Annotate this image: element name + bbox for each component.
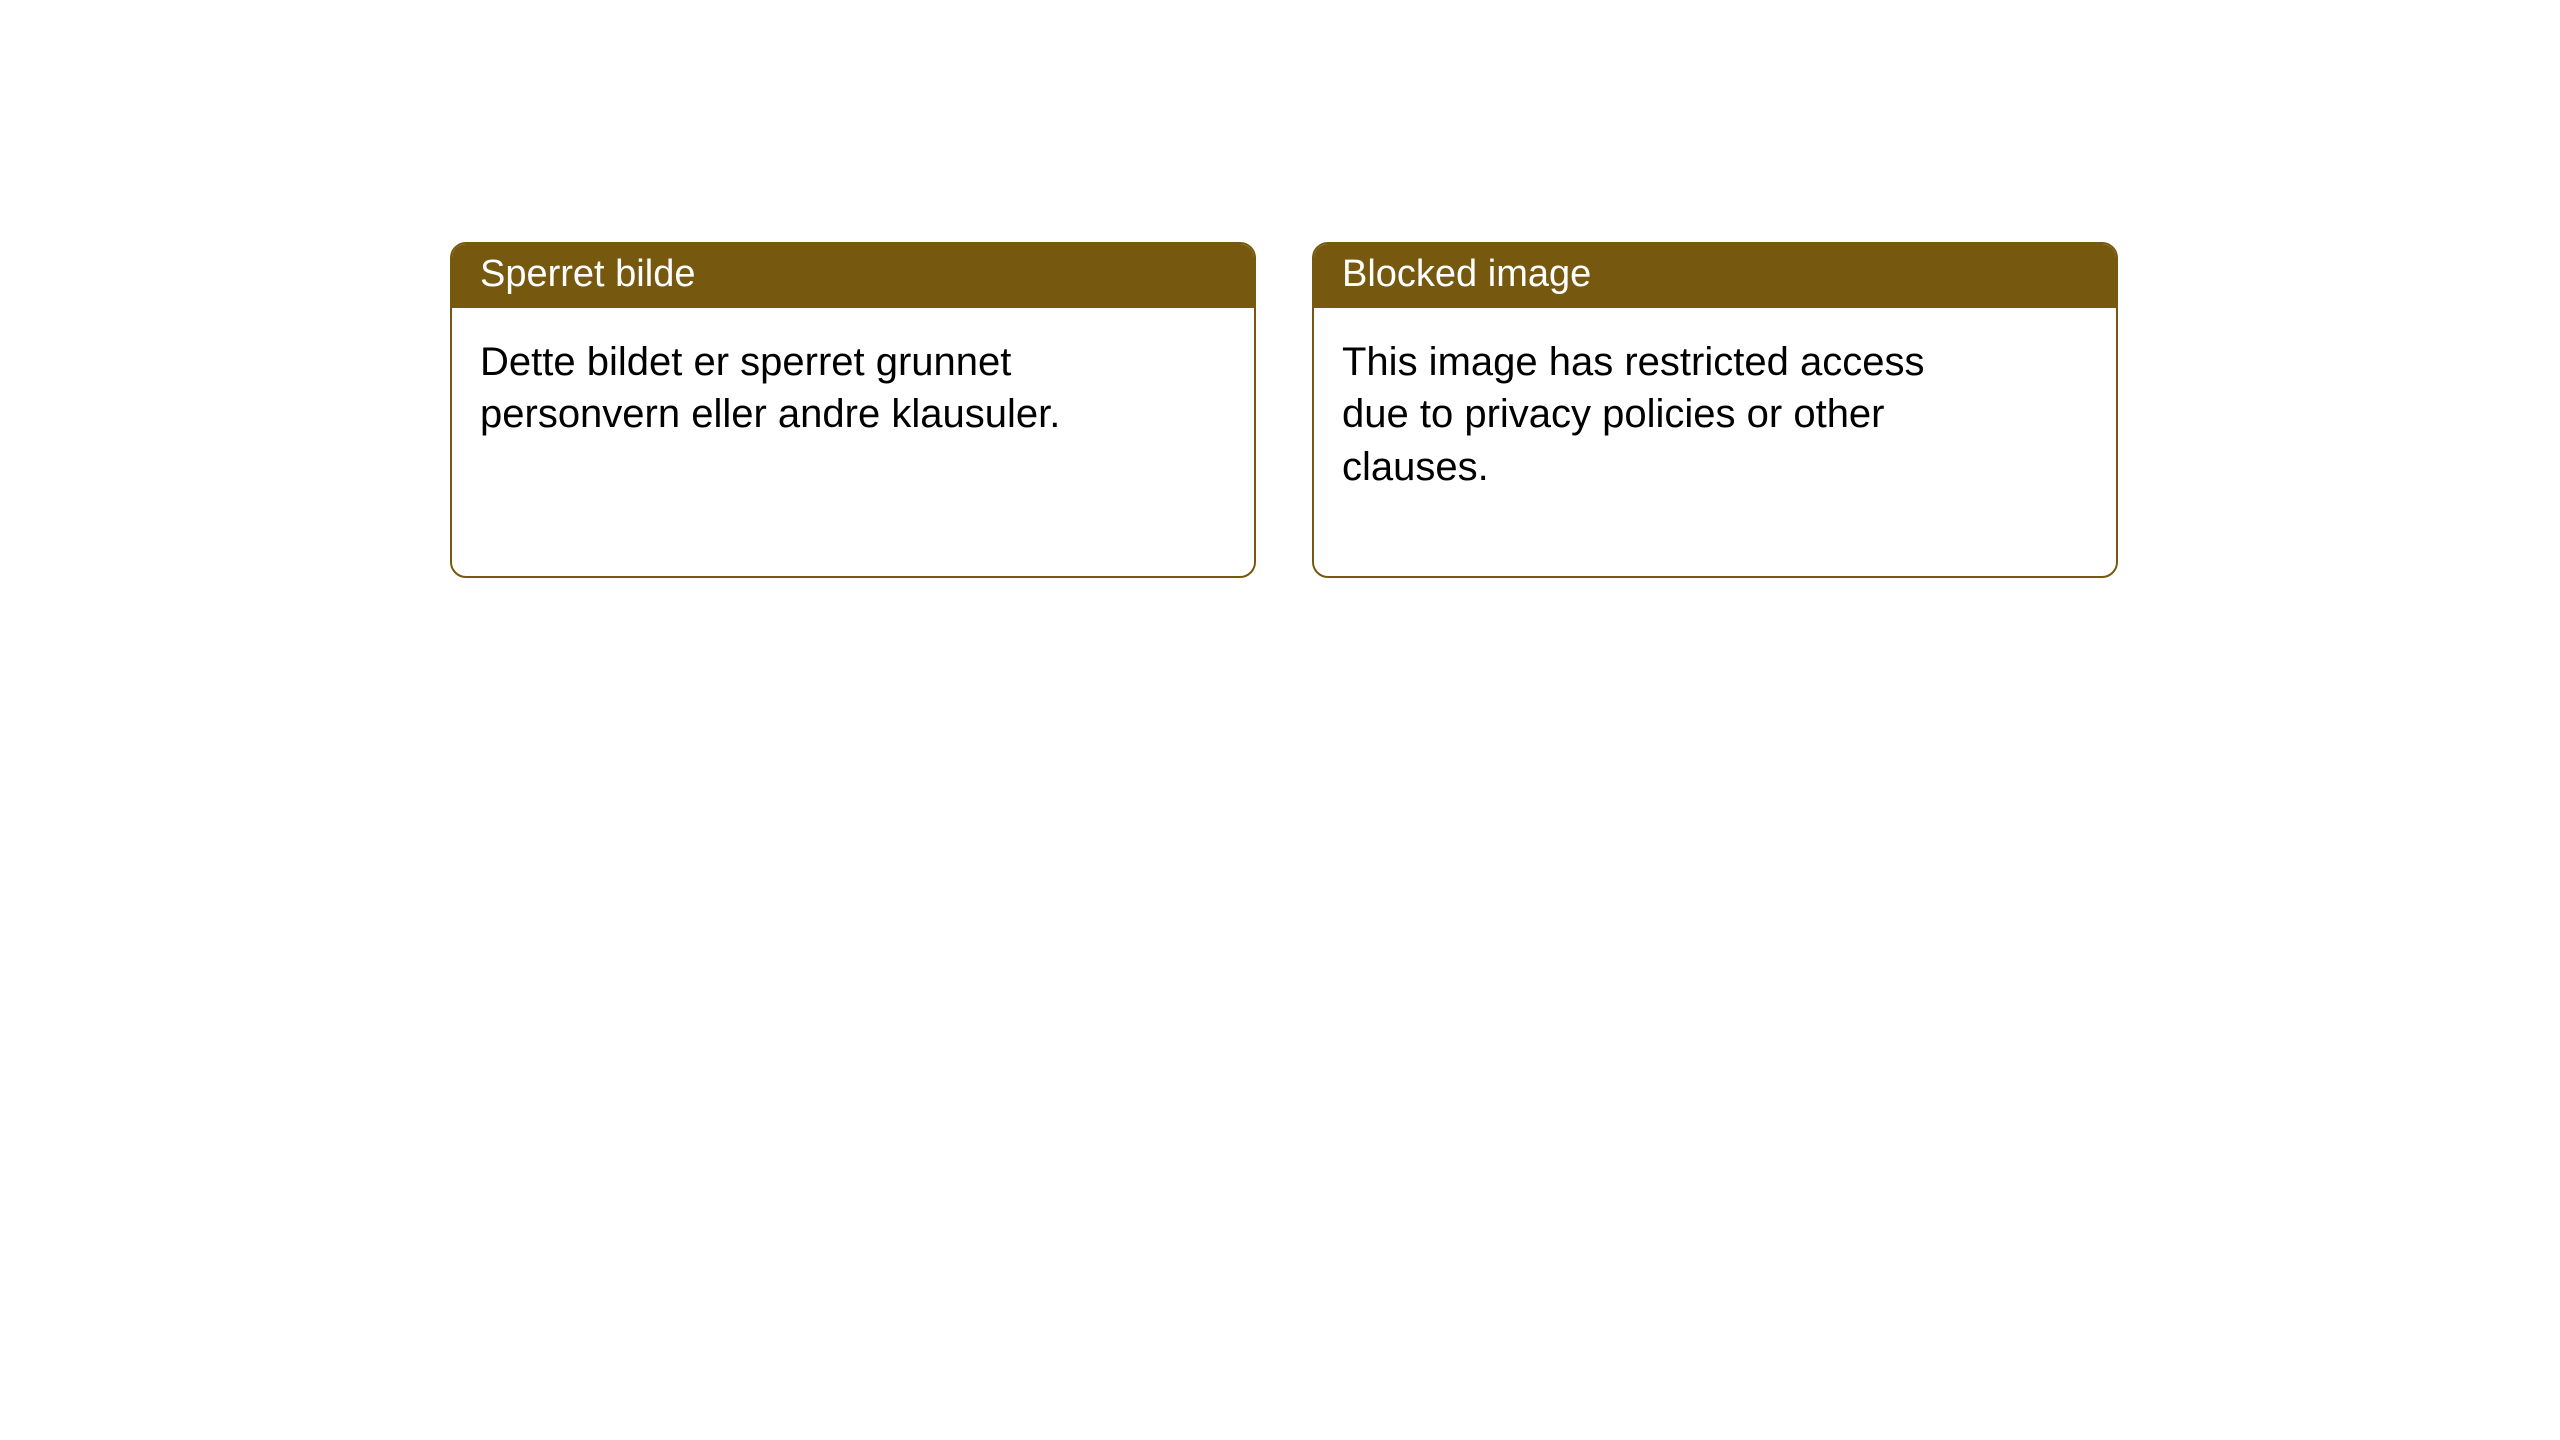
notice-header: Blocked image <box>1314 244 2116 308</box>
notice-body: Dette bildet er sperret grunnet personve… <box>452 308 1254 576</box>
notice-box-norwegian: Sperret bilde Dette bildet er sperret gr… <box>450 242 1256 578</box>
notice-body: This image has restricted access due to … <box>1314 308 2116 576</box>
notice-title: Blocked image <box>1342 253 1591 295</box>
notice-box-english: Blocked image This image has restricted … <box>1312 242 2118 578</box>
notice-text: This image has restricted access due to … <box>1342 336 1982 494</box>
notice-header: Sperret bilde <box>452 244 1254 308</box>
notice-title: Sperret bilde <box>480 253 695 295</box>
notice-text: Dette bildet er sperret grunnet personve… <box>480 336 1120 442</box>
notice-container: Sperret bilde Dette bildet er sperret gr… <box>0 0 2560 578</box>
